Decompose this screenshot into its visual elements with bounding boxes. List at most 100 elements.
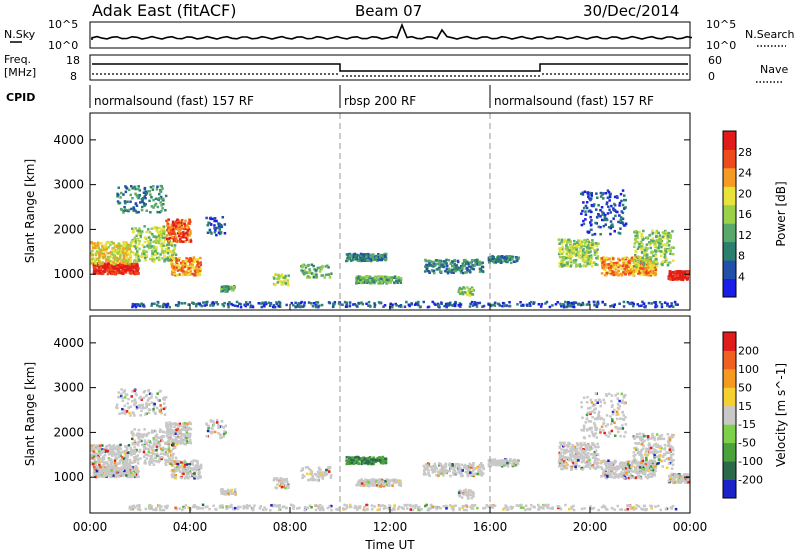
rti-cell <box>580 223 584 227</box>
rti-cell <box>189 238 192 242</box>
rti-cell <box>597 225 601 229</box>
rti-cell <box>408 304 411 308</box>
rti-cell <box>150 461 154 464</box>
rti-cell <box>388 281 391 284</box>
rti-cell <box>186 229 190 232</box>
rti-cell <box>131 197 134 200</box>
rti-cell <box>124 259 127 262</box>
rti-cell <box>600 259 603 263</box>
rti-cell <box>640 269 643 273</box>
rti-cell <box>450 269 454 273</box>
rti-cell <box>134 305 138 309</box>
rti-cell <box>101 272 105 275</box>
rti-cell <box>566 262 569 265</box>
rti-cell <box>665 230 668 234</box>
rti-cell <box>186 436 189 439</box>
rti-cell <box>677 277 681 281</box>
rti-cell <box>369 458 372 462</box>
rti-cell <box>168 249 172 253</box>
rti-cell <box>125 449 129 453</box>
rti-cell <box>601 259 605 262</box>
rti-cell <box>108 265 112 268</box>
rti-cell <box>594 221 597 225</box>
rti-cell <box>182 434 186 438</box>
rti-cell <box>196 273 199 277</box>
rti-cell <box>132 231 135 234</box>
rti-cell <box>563 256 566 260</box>
rti-cell <box>99 250 102 254</box>
rti-cell <box>551 304 554 307</box>
rti-cell <box>184 234 188 237</box>
rti-cell <box>160 242 164 245</box>
rti-cell <box>609 264 613 268</box>
rti-cell <box>135 204 139 207</box>
rti-cell <box>172 444 175 447</box>
rti-cell <box>189 266 192 270</box>
rti-cell <box>162 452 165 455</box>
rti-cell <box>189 262 193 266</box>
rti-cell <box>560 262 563 266</box>
rti-cell <box>306 276 309 279</box>
rti-cell <box>145 209 148 212</box>
rti-cell <box>133 459 136 462</box>
rti-cell <box>171 251 174 255</box>
rti-cell <box>163 260 166 263</box>
rti-cell <box>654 249 657 252</box>
rti-cell <box>562 250 565 253</box>
rti-cell <box>313 478 317 482</box>
rti-cell <box>182 422 185 425</box>
rti-cell <box>137 272 140 275</box>
rti-cell <box>96 271 99 275</box>
rti-cell <box>112 452 116 456</box>
rti-cell <box>396 281 399 284</box>
rti-cell <box>469 266 473 269</box>
rti-cell <box>176 228 180 231</box>
rti-cell <box>269 302 272 306</box>
rti-cell <box>559 247 563 250</box>
rti-cell <box>365 280 368 283</box>
rti-cell <box>595 244 598 247</box>
rti-cell <box>116 474 119 478</box>
rti-cell <box>233 488 237 491</box>
rti-cell <box>467 269 470 273</box>
rti-cell <box>101 270 104 273</box>
rti-cell <box>146 447 149 451</box>
rti-cell <box>368 456 372 459</box>
rti-cell <box>138 404 142 407</box>
rti-cell <box>122 457 126 461</box>
rti-cell <box>192 301 195 305</box>
rti-cell <box>632 304 635 308</box>
rti-cell <box>276 479 279 482</box>
rti-cell <box>353 252 357 256</box>
rti-cell <box>184 476 187 479</box>
rti-cell <box>152 245 156 248</box>
rti-cell <box>160 204 163 207</box>
rti-cell <box>386 281 390 284</box>
rti-cell <box>157 454 160 458</box>
rti-cell <box>585 255 588 259</box>
rti-cell <box>463 291 467 294</box>
rti-cell <box>238 302 241 305</box>
rti-cell <box>97 468 100 471</box>
rti-cell <box>156 205 159 209</box>
rti-cell <box>660 245 663 249</box>
rti-cell <box>134 272 138 275</box>
rti-cell <box>184 219 187 223</box>
rti-cell <box>629 258 632 262</box>
rti-cell <box>108 468 112 472</box>
rti-cell <box>610 204 613 208</box>
rti-cell <box>102 248 106 252</box>
rti-cell <box>143 439 147 442</box>
rti-cell <box>110 445 113 449</box>
rti-cell <box>450 271 453 274</box>
rti-cell <box>97 450 101 453</box>
rti-cell <box>454 269 457 273</box>
rti-cell <box>122 253 125 256</box>
rti-cell <box>227 305 230 309</box>
rti-cell <box>383 275 387 278</box>
rti-cell <box>438 266 441 270</box>
rti-cell <box>166 249 169 252</box>
rti-cell <box>350 255 353 258</box>
rti-cell <box>92 473 96 476</box>
rti-cell <box>172 230 175 233</box>
